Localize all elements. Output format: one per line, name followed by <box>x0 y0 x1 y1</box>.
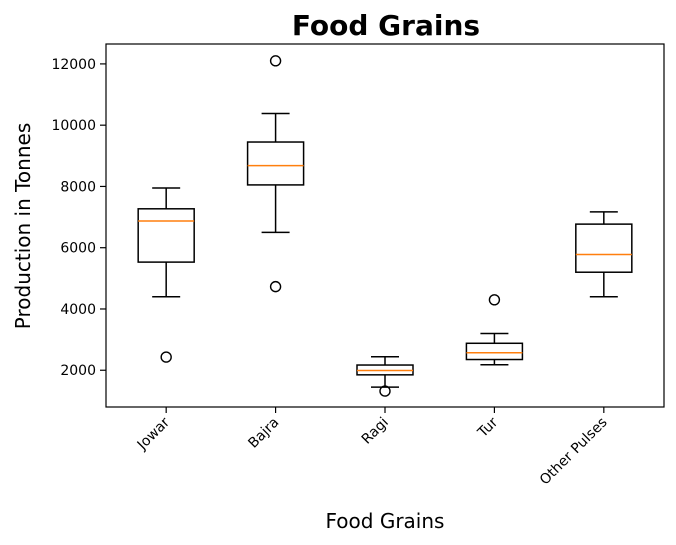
y-tick-label: 4000 <box>60 302 96 318</box>
chart-title: Food Grains <box>292 9 480 42</box>
y-tick-label: 8000 <box>60 179 96 195</box>
iqr-box <box>246 141 305 186</box>
x-tick-label: Ragi <box>359 415 392 448</box>
x-axis-label: Food Grains <box>326 509 445 533</box>
box-jowar <box>137 187 195 363</box>
iqr-box <box>465 342 524 361</box>
plot-area <box>137 55 633 397</box>
iqr-box <box>575 223 633 273</box>
x-tick-label: Tur <box>474 414 501 441</box>
x-axis: Jowar Bajra Ragi Tur Other Pulses <box>134 407 611 488</box>
y-axis: 2000 4000 6000 8000 10000 12000 <box>51 57 106 379</box>
y-axis-label: Production in Tonnes <box>11 123 35 329</box>
axes-frame <box>105 43 665 408</box>
outlier-point <box>488 294 501 306</box>
outlier-point <box>160 351 172 363</box>
y-tick-label: 10000 <box>51 118 96 134</box>
box-tur <box>465 294 524 366</box>
y-tick-label: 12000 <box>51 57 96 73</box>
outlier-point <box>269 280 282 293</box>
iqr-box <box>137 208 195 263</box>
box-bajra <box>246 55 305 293</box>
outlier-point <box>379 385 391 397</box>
box-other-pulses <box>575 211 633 298</box>
y-tick-label: 6000 <box>60 241 96 257</box>
y-tick-label: 2000 <box>60 363 96 379</box>
x-tick-label: Jowar <box>134 414 173 453</box>
x-tick-label: Other Pulses <box>537 415 611 489</box>
box-ragi <box>356 356 414 397</box>
outlier-point <box>269 55 282 67</box>
x-tick-label: Bajra <box>245 415 282 452</box>
